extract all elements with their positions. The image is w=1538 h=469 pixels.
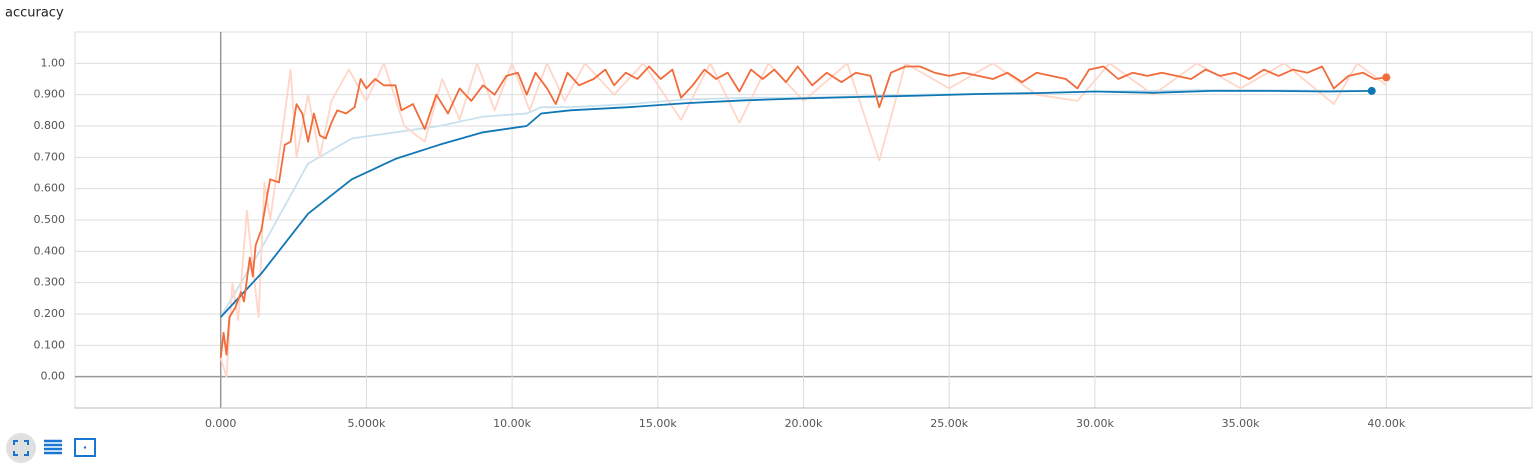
last-point <box>1367 86 1376 95</box>
fit-button[interactable] <box>6 433 36 463</box>
y-tick-label: 0.400 <box>34 244 66 257</box>
x-tick-label: 15.00k <box>639 417 677 430</box>
y-tick-label: 0.700 <box>34 150 66 163</box>
x-tick-label: 5.000k <box>347 417 385 430</box>
y-tick-label: 0.800 <box>34 119 66 132</box>
y-tick-label: 0.500 <box>34 213 66 226</box>
y-tick-label: 1.00 <box>41 56 66 69</box>
last-point <box>1382 73 1391 82</box>
x-tick-label: 35.00k <box>1222 417 1260 430</box>
x-tick-label: 10.00k <box>493 417 531 430</box>
y-tick-label: 0.200 <box>34 307 66 320</box>
x-tick-label: 30.00k <box>1076 417 1114 430</box>
log-toggle-button[interactable] <box>44 439 62 455</box>
x-tick-label: 0.000 <box>205 417 237 430</box>
y-tick-label: 0.300 <box>34 276 66 289</box>
x-tick-label: 20.00k <box>785 417 823 430</box>
x-tick-label: 25.00k <box>930 417 968 430</box>
series-line <box>219 65 1387 359</box>
series-line <box>220 90 1372 318</box>
y-tick-label: 0.00 <box>41 370 66 383</box>
series-line <box>219 62 1387 378</box>
y-tick-label: 0.100 <box>34 338 66 351</box>
chart-title: accuracy <box>5 6 64 21</box>
y-tick-label: 0.900 <box>34 88 66 101</box>
select-button[interactable] <box>74 438 96 457</box>
x-tick-label: 40.00k <box>1367 417 1405 430</box>
y-tick-label: 0.600 <box>34 182 66 195</box>
